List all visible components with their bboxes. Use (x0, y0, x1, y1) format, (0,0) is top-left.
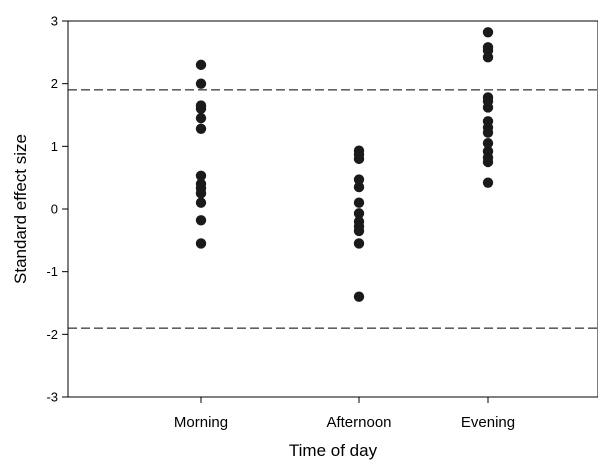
plot-frame (68, 21, 598, 397)
data-point (354, 226, 364, 236)
y-axis-title: Standard effect size (11, 134, 30, 284)
y-tick-label: 2 (51, 76, 58, 91)
x-tick-label: Evening (461, 414, 515, 431)
data-point (483, 27, 493, 37)
data-point (196, 124, 206, 134)
y-tick-label: -1 (46, 264, 58, 279)
y-tick-label: -2 (46, 327, 58, 342)
data-point (483, 177, 493, 187)
data-point (483, 102, 493, 112)
data-point (354, 198, 364, 208)
data-point (354, 238, 364, 248)
data-point (196, 198, 206, 208)
y-tick-label: 3 (51, 14, 58, 29)
data-point (483, 127, 493, 137)
data-point (196, 78, 206, 88)
data-point (196, 238, 206, 248)
data-point (354, 182, 364, 192)
y-tick-label: 0 (51, 202, 58, 217)
x-axis-title: Time of day (289, 441, 378, 460)
data-point (354, 154, 364, 164)
x-tick-label: Afternoon (326, 414, 391, 431)
data-point (196, 113, 206, 123)
data-point (483, 157, 493, 167)
data-point (483, 52, 493, 62)
data-point (196, 60, 206, 70)
data-point (196, 215, 206, 225)
data-point (196, 188, 206, 198)
data-point (196, 104, 206, 114)
y-tick-label: -3 (46, 390, 58, 405)
x-tick-label: Morning (174, 414, 228, 431)
y-tick-label: 1 (51, 139, 58, 154)
data-point (354, 292, 364, 302)
